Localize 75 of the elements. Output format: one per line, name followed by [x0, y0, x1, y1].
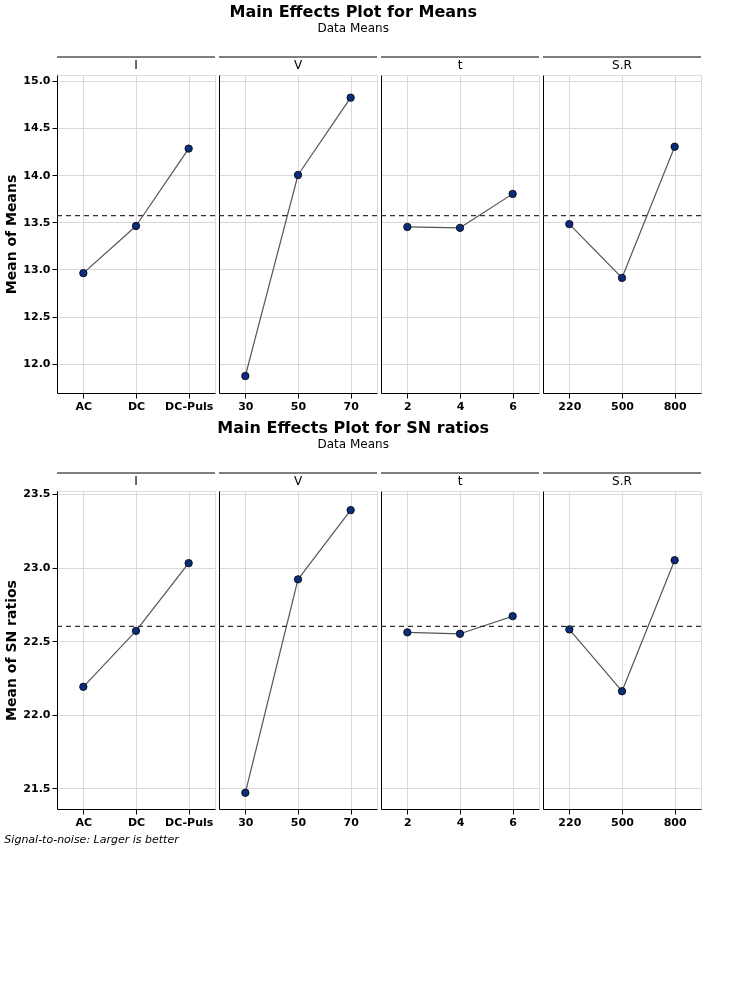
- point: [184, 559, 193, 568]
- text: S.R: [612, 58, 632, 72]
- x-tick-label: 800: [663, 815, 687, 829]
- point: [455, 223, 465, 232]
- x-tick-label: 4: [456, 815, 465, 829]
- y-tick-label: 12.0: [23, 357, 51, 371]
- y-tick-label: 13.5: [23, 215, 51, 229]
- point: [241, 788, 250, 797]
- x-tick-label: 6: [509, 815, 518, 829]
- point: [617, 273, 627, 282]
- point: [670, 142, 679, 151]
- point: [79, 269, 88, 278]
- y-tick-label: 14.5: [23, 121, 51, 135]
- y-axis-title: Mean of SN ratios: [3, 580, 20, 721]
- y-axis-title: Mean of Means: [3, 174, 20, 295]
- x-tick-label: 50: [290, 815, 307, 829]
- x-tick-label: DC-Puls: [165, 815, 214, 829]
- y-tick-label: 15.0: [23, 74, 51, 88]
- point: [79, 682, 88, 691]
- text: I: [134, 58, 138, 72]
- x-tick-label: 2: [404, 399, 412, 413]
- x-tick-label: 30: [238, 815, 254, 829]
- point: [455, 629, 465, 638]
- y-tick-label: 23.0: [23, 561, 51, 575]
- point: [565, 625, 574, 634]
- point: [346, 506, 355, 515]
- point: [403, 628, 412, 637]
- point: [508, 612, 517, 621]
- point: [184, 144, 193, 153]
- x-tick-label: 500: [611, 399, 635, 413]
- text: S.R: [612, 474, 632, 488]
- x-tick-label: DC: [127, 815, 146, 829]
- x-tick-label: 2: [404, 815, 412, 829]
- chart-title: Main Effects Plot for Means: [229, 2, 477, 21]
- x-tick-label: 220: [558, 399, 582, 413]
- point: [565, 219, 574, 229]
- chart-subtitle: Data Means: [317, 21, 389, 35]
- x-tick-label: 70: [343, 399, 360, 413]
- x-tick-label: 6: [509, 399, 518, 413]
- x-tick-label: AC: [75, 399, 93, 413]
- x-tick-label: AC: [75, 815, 93, 829]
- text: t: [457, 474, 463, 488]
- text: t: [457, 58, 463, 72]
- y-tick-label: 13.0: [23, 262, 51, 276]
- x-tick-label: DC-Puls: [165, 399, 214, 413]
- chart-title: Main Effects Plot for SN ratios: [217, 418, 490, 437]
- y-tick-label: 21.5: [23, 781, 51, 795]
- point: [293, 170, 303, 180]
- text: V: [293, 58, 303, 72]
- point: [293, 575, 303, 584]
- x-tick-label: DC: [127, 399, 146, 413]
- point: [670, 556, 679, 565]
- point: [131, 221, 141, 231]
- y-tick-label: 23.5: [23, 487, 51, 501]
- chart-subtitle: Data Means: [317, 437, 389, 451]
- x-tick-label: 70: [343, 815, 360, 829]
- y-tick-label: 14.0: [23, 168, 51, 182]
- point: [617, 687, 627, 696]
- text: V: [293, 474, 303, 488]
- point: [131, 626, 141, 635]
- x-tick-label: 50: [290, 399, 307, 413]
- point: [241, 371, 250, 381]
- point: [508, 189, 517, 198]
- x-tick-label: 220: [558, 815, 582, 829]
- x-tick-label: 500: [611, 815, 635, 829]
- point: [403, 222, 412, 232]
- x-tick-label: 4: [456, 399, 465, 413]
- y-tick-label: 12.5: [23, 310, 51, 324]
- text: Signal-to-noise: Larger is better: [4, 832, 181, 846]
- x-tick-label: 800: [663, 399, 687, 413]
- point: [346, 93, 355, 102]
- x-tick-label: 30: [238, 399, 254, 413]
- text: I: [134, 474, 138, 488]
- y-tick-label: 22.0: [23, 708, 51, 722]
- y-tick-label: 22.5: [23, 634, 51, 648]
